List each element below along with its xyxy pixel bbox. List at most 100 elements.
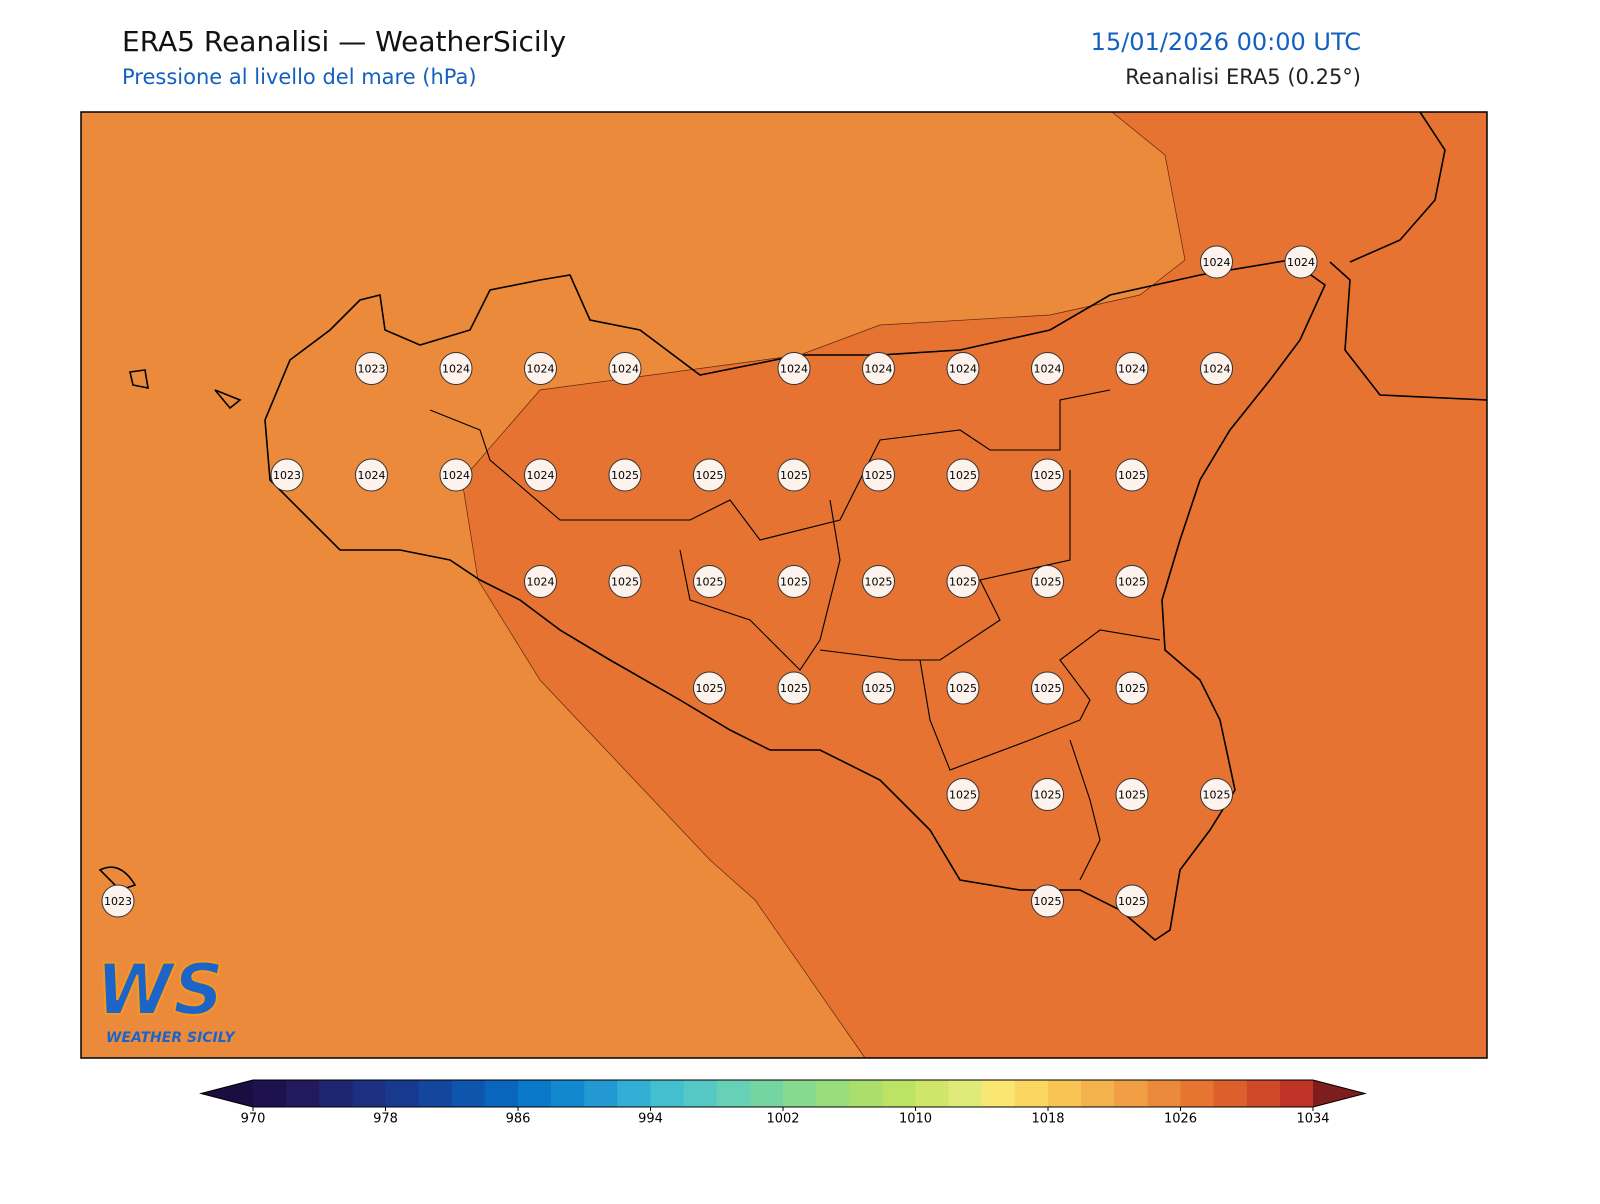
label-marker <box>608 458 642 492</box>
colorbar-segment <box>849 1080 883 1107</box>
label-marker <box>1031 778 1064 811</box>
colorbar-segment <box>716 1080 751 1107</box>
label-marker <box>524 458 557 492</box>
colorbar-segment <box>385 1080 420 1107</box>
colorbar-tick-label: 978 <box>373 1112 398 1127</box>
pressure-label: 1024 <box>442 469 470 482</box>
source: Reanalisi ERA5 (0.25°) <box>1125 65 1361 89</box>
pressure-label: 1025 <box>1118 469 1146 482</box>
pressure-label: 1025 <box>780 576 808 589</box>
colorbar-segment <box>418 1080 453 1107</box>
colorbar-segment <box>253 1080 287 1107</box>
label-marker <box>1115 778 1149 811</box>
pressure-label: 1024 <box>527 363 555 376</box>
logo-mark: WS <box>96 949 224 1031</box>
pressure-label: 1025 <box>696 576 724 589</box>
label-marker <box>1200 245 1233 279</box>
colorbar-segment <box>749 1080 784 1107</box>
colorbar-tick-label: 994 <box>638 1112 663 1127</box>
pressure-label: 1025 <box>1118 895 1146 908</box>
colorbar-under <box>201 1080 253 1107</box>
colorbar-segment <box>1213 1080 1248 1107</box>
label-marker <box>1115 884 1149 918</box>
label-marker <box>862 352 895 385</box>
pressure-label: 1025 <box>949 469 977 482</box>
pressure-label: 1025 <box>865 469 893 482</box>
colorbar-tick-label: 986 <box>506 1112 531 1127</box>
pressure-label: 1025 <box>865 682 893 695</box>
colorbar: 970 978 986 994 1002 1010 1018 1026 1034 <box>199 1079 1367 1127</box>
pressure-label: 1025 <box>1118 576 1146 589</box>
label-marker <box>946 671 980 705</box>
colorbar-segment <box>1279 1080 1314 1107</box>
pressure-label: 1025 <box>611 469 639 482</box>
label-marker <box>862 458 895 492</box>
label-marker <box>355 458 388 492</box>
pressure-label: 1024 <box>1118 363 1146 376</box>
colorbar-segment <box>551 1080 585 1107</box>
coastline <box>264 259 1327 942</box>
label-marker <box>524 352 557 385</box>
label-marker <box>1115 352 1149 385</box>
colorbar-segment <box>1246 1080 1281 1107</box>
label-marker <box>862 565 895 598</box>
label-marker <box>101 884 135 918</box>
label-marker <box>439 458 473 492</box>
colorbar-segment <box>915 1080 950 1107</box>
colorbar-segment <box>451 1080 486 1107</box>
label-marker <box>1115 458 1149 492</box>
station-labels: 1024 1024 1023 1024 1024 1024 1024 1024 1024 1024… <box>101 245 1318 918</box>
pressure-label: 1025 <box>1034 789 1062 802</box>
label-marker <box>946 565 980 598</box>
colorbar-segment <box>484 1080 519 1107</box>
province-borders <box>429 389 1161 881</box>
pressure-label: 1024 <box>1203 363 1231 376</box>
pressure-label: 1024 <box>949 363 977 376</box>
pressure-label: 1024 <box>1034 363 1062 376</box>
label-marker <box>439 352 473 385</box>
colorbar-segment <box>1114 1080 1148 1107</box>
colorbar-tick-label: 1010 <box>899 1112 932 1127</box>
pressure-label: 1025 <box>696 682 724 695</box>
label-marker <box>862 671 895 705</box>
coastline-detail <box>98 111 1488 891</box>
colorbar-segment <box>650 1080 685 1107</box>
colorbar-segment <box>1081 1080 1115 1107</box>
colorbar-segment <box>783 1080 817 1107</box>
colorbar-segment <box>617 1080 651 1107</box>
map-frame <box>80 111 1488 1059</box>
colorbar-segment <box>683 1080 718 1107</box>
pressure-label: 1025 <box>780 682 808 695</box>
pressure-label: 1024 <box>358 469 386 482</box>
colorbar-segment <box>1147 1080 1181 1107</box>
colorbar-segment <box>286 1080 320 1107</box>
colorbar-tick-label: 1026 <box>1164 1112 1197 1127</box>
label-marker <box>777 671 811 705</box>
pressure-label: 1025 <box>949 682 977 695</box>
pressure-label: 1025 <box>1034 895 1062 908</box>
pressure-label: 1024 <box>527 576 555 589</box>
label-marker <box>1115 565 1149 598</box>
label-marker <box>1031 671 1064 705</box>
label-marker <box>777 565 811 598</box>
pressure-label: 1025 <box>1034 682 1062 695</box>
label-marker <box>946 352 980 385</box>
colorbar-segment <box>816 1080 850 1107</box>
colorbar-segment <box>1180 1080 1215 1107</box>
label-marker <box>693 565 726 598</box>
label-marker <box>524 565 557 598</box>
subtitle: Pressione al livello del mare (hPa) <box>122 65 477 89</box>
pressure-label: 1025 <box>949 576 977 589</box>
title: ERA5 Reanalisi — WeatherSicily <box>122 25 566 58</box>
pressure-label: 1025 <box>1118 789 1146 802</box>
logo-name: WEATHER SICILY <box>106 1030 237 1046</box>
label-marker <box>1115 671 1149 705</box>
colorbar-tick-label: 970 <box>241 1112 266 1127</box>
pressure-label: 1024 <box>1203 256 1231 269</box>
label-marker <box>693 671 726 705</box>
pressure-label: 1024 <box>611 363 639 376</box>
pressure-label: 1023 <box>104 895 132 908</box>
label-marker <box>693 458 726 492</box>
pressure-label: 1024 <box>780 363 808 376</box>
label-marker <box>1200 778 1233 811</box>
